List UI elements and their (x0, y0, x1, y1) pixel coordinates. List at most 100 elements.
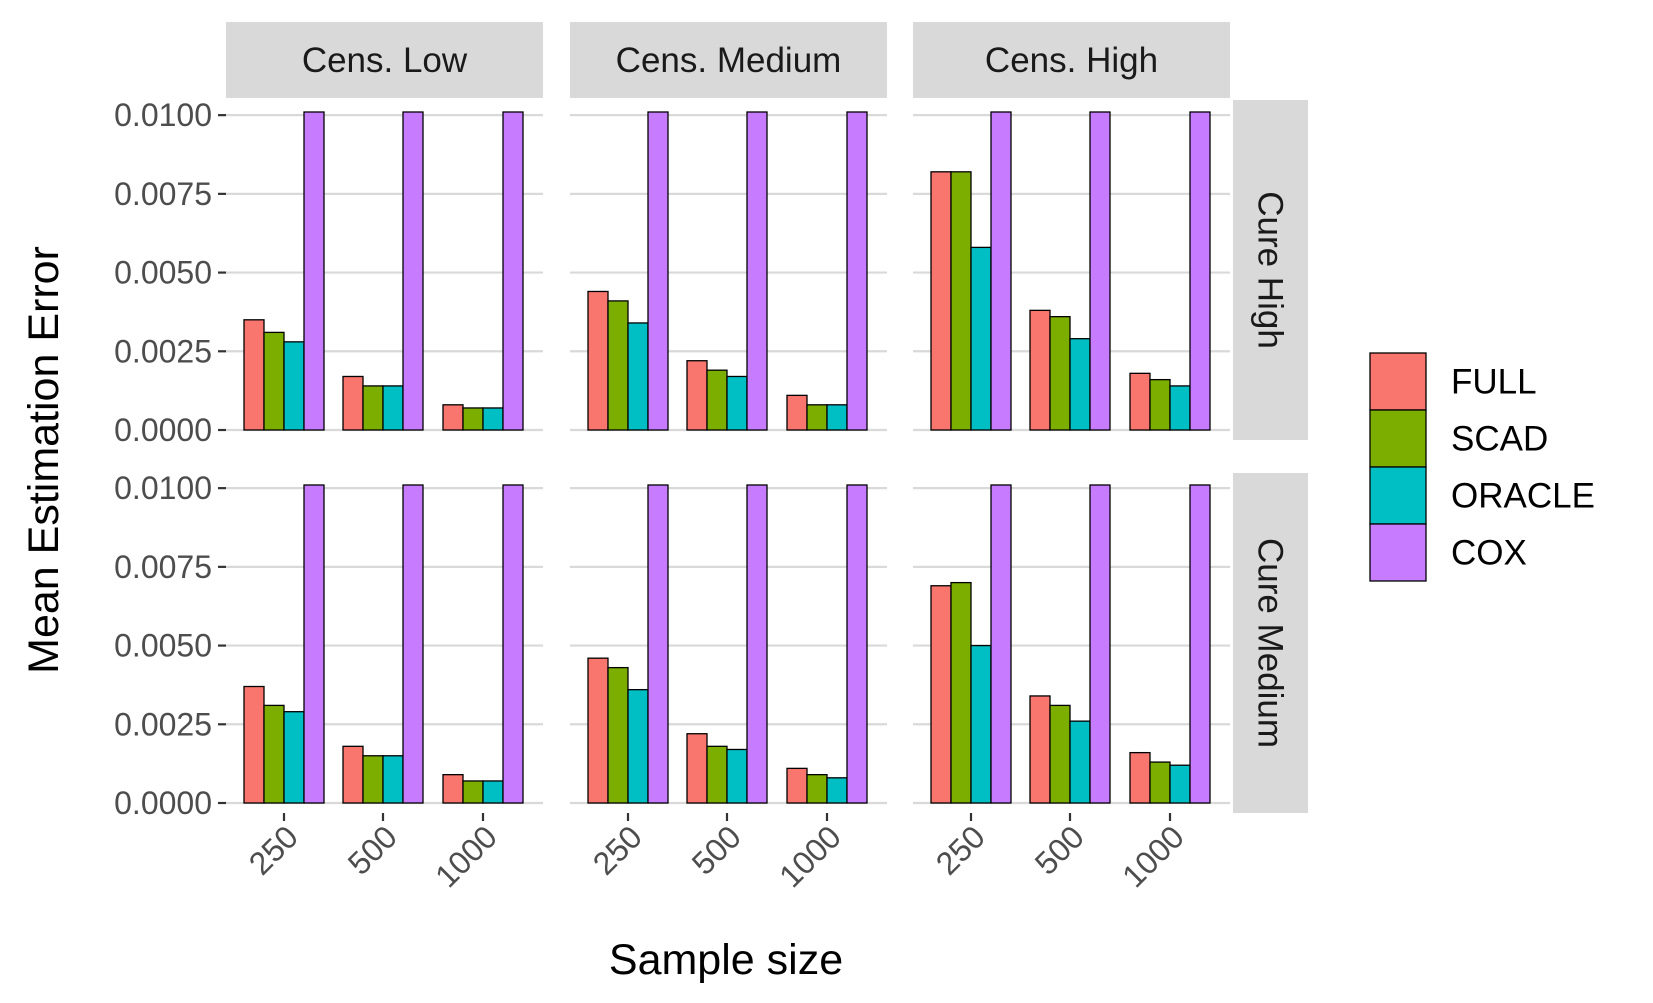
y-tick-label: 0.0050 (114, 628, 212, 664)
bar-oracle-1000 (482, 780, 504, 804)
bar-cox-500 (1089, 111, 1111, 431)
bar-full-250 (587, 290, 609, 431)
bar-scad-1000 (1149, 761, 1171, 804)
bar-scad-500 (706, 369, 728, 431)
y-tick-label: 0.0000 (114, 785, 212, 821)
y-tick-label: 0.0000 (114, 412, 212, 448)
y-axis: 0.0000 0.0025 0.0050 0.0075 0.0100 0.0000 0.00… (114, 97, 226, 821)
bar-oracle-1000 (1169, 385, 1191, 431)
y-axis-title: Mean Estimation Error (20, 246, 68, 674)
panel-cure-medium-cens-low (226, 484, 543, 805)
bar-scad-500 (1049, 704, 1071, 804)
bar-full-250 (243, 319, 265, 431)
x-axis-title: Sample size (609, 936, 843, 984)
column-strip-cens-medium (570, 22, 887, 98)
legend-key-oracle (1369, 466, 1427, 525)
legend-label: FULL (1451, 363, 1537, 402)
y-tick-label: 0.0075 (114, 549, 212, 585)
bar-scad-1000 (1149, 378, 1171, 431)
bar-scad-250 (950, 581, 972, 804)
bar-oracle-500 (726, 375, 748, 431)
legend-key-scad (1369, 409, 1427, 468)
bar-full-1000 (786, 767, 808, 804)
bar-scad-1000 (806, 774, 828, 804)
bar-scad-1000 (462, 780, 484, 804)
strips-layer: Cens. Low Cens. Medium Cens. High Cure High… (226, 22, 1308, 813)
panel-cure-high-cens-medium (570, 111, 887, 432)
y-tick-label: 0.0100 (114, 97, 212, 133)
bar-full-500 (342, 375, 364, 431)
y-tick-label: 0.0025 (114, 333, 212, 369)
bar-scad-500 (362, 385, 384, 431)
panel-cure-medium-cens-high (913, 484, 1230, 805)
bar-cox-1000 (846, 484, 868, 804)
legend-key-full (1369, 352, 1427, 411)
row-strip-label: Cure Medium (1251, 538, 1290, 748)
bar-scad-1000 (806, 404, 828, 431)
bar-full-500 (342, 745, 364, 804)
bar-full-1000 (442, 774, 464, 804)
bar-cox-1000 (502, 111, 524, 431)
bar-cox-500 (746, 484, 768, 804)
bar-cox-500 (746, 111, 768, 431)
bar-cox-250 (303, 484, 325, 804)
bar-cox-500 (402, 484, 424, 804)
row-strip-cure-medium (1233, 473, 1308, 813)
bar-scad-250 (607, 666, 629, 804)
bar-full-500 (686, 733, 708, 804)
bar-cox-1000 (846, 111, 868, 431)
column-strip-cens-high (913, 22, 1230, 98)
row-strip-cure-high (1233, 100, 1308, 440)
bar-scad-500 (706, 745, 728, 804)
bar-oracle-1000 (1169, 764, 1191, 804)
bar-full-500 (1029, 309, 1051, 431)
bar-cox-250 (990, 484, 1012, 804)
bar-oracle-250 (283, 341, 305, 431)
bar-oracle-500 (1069, 720, 1091, 804)
bar-oracle-1000 (482, 407, 504, 431)
column-strip-label: Cens. Medium (616, 41, 842, 80)
bar-oracle-1000 (826, 777, 848, 804)
column-strip-label: Cens. Low (302, 41, 468, 80)
column-strip-label: Cens. High (985, 41, 1158, 80)
legend-label: COX (1451, 534, 1527, 573)
bar-cox-1000 (502, 484, 524, 804)
bar-full-1000 (1129, 372, 1151, 431)
legend: FULL SCAD ORACLE COX (1369, 352, 1595, 582)
bar-cox-250 (647, 484, 669, 804)
y-tick-label: 0.0025 (114, 706, 212, 742)
legend-key-cox (1369, 523, 1427, 582)
bar-scad-250 (263, 331, 285, 431)
bar-scad-250 (263, 704, 285, 804)
panel-cure-medium-cens-medium (570, 484, 887, 805)
bar-cox-1000 (1189, 111, 1211, 431)
bar-oracle-250 (627, 689, 649, 804)
panel-cure-high-cens-high (913, 111, 1230, 432)
row-strip-label: Cure High (1251, 191, 1290, 349)
bar-scad-1000 (462, 407, 484, 431)
y-tick-label: 0.0050 (114, 255, 212, 291)
bar-cox-250 (990, 111, 1012, 431)
column-strip-cens-low (226, 22, 543, 98)
legend-label: ORACLE (1451, 477, 1595, 516)
legend-label: SCAD (1451, 420, 1548, 459)
bar-oracle-250 (283, 711, 305, 804)
bar-cox-250 (303, 111, 325, 431)
bar-oracle-1000 (826, 404, 848, 431)
bar-full-1000 (1129, 751, 1151, 804)
bar-full-1000 (442, 404, 464, 431)
bar-full-250 (930, 585, 952, 804)
bar-oracle-500 (382, 385, 404, 431)
panel-cure-high-cens-low (226, 111, 543, 432)
bar-scad-500 (362, 755, 384, 804)
bar-full-500 (686, 360, 708, 431)
bar-oracle-250 (970, 644, 992, 804)
bar-scad-500 (1049, 316, 1071, 431)
bar-scad-250 (950, 171, 972, 431)
bar-full-1000 (786, 394, 808, 431)
bar-oracle-500 (726, 748, 748, 804)
bar-cox-500 (402, 111, 424, 431)
bar-cox-500 (1089, 484, 1111, 804)
bar-cox-1000 (1189, 484, 1211, 804)
